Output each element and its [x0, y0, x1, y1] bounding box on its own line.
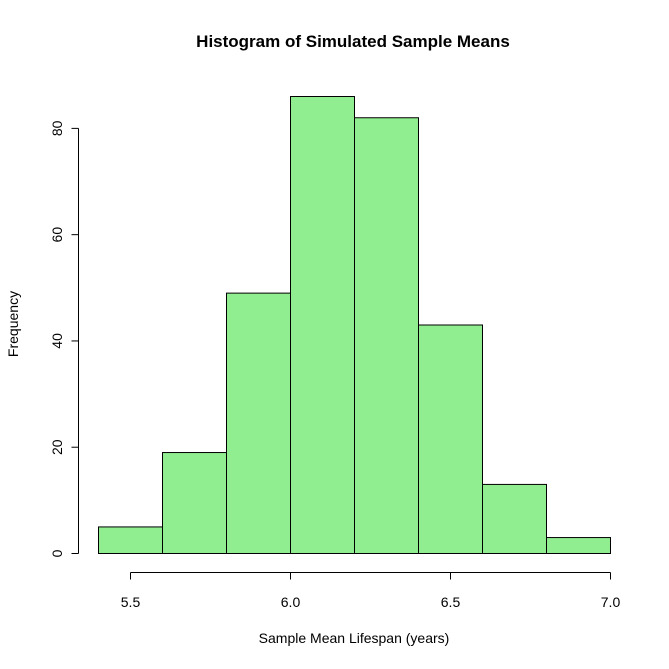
x-tick-label: 5.5 [121, 594, 141, 610]
histogram-bar [98, 526, 163, 555]
histogram-bar [290, 96, 355, 554]
histogram-bar [226, 292, 291, 554]
histogram-bar [418, 324, 483, 554]
y-tick-label: 0 [49, 549, 65, 557]
chart-title: Histogram of Simulated Sample Means [196, 32, 510, 51]
x-axis: 5.5 6.0 6.5 7.0 [121, 572, 621, 610]
bars-group [98, 96, 611, 555]
y-tick-label: 60 [49, 227, 65, 243]
x-tick-label: 6.0 [281, 594, 301, 610]
histogram-bar [546, 537, 611, 555]
y-tick-label: 40 [49, 333, 65, 349]
x-axis-label: Sample Mean Lifespan (years) [259, 630, 450, 646]
x-tick-label: 6.5 [441, 594, 461, 610]
y-tick-label: 80 [49, 120, 65, 136]
y-axis: 0 20 40 60 80 [49, 120, 79, 557]
x-tick-label: 7.0 [601, 594, 621, 610]
y-axis-label: Frequency [5, 291, 21, 357]
histogram-bar [162, 452, 227, 554]
histogram-bar [354, 117, 419, 554]
histogram-bar [482, 483, 547, 555]
y-tick-label: 20 [49, 439, 65, 455]
